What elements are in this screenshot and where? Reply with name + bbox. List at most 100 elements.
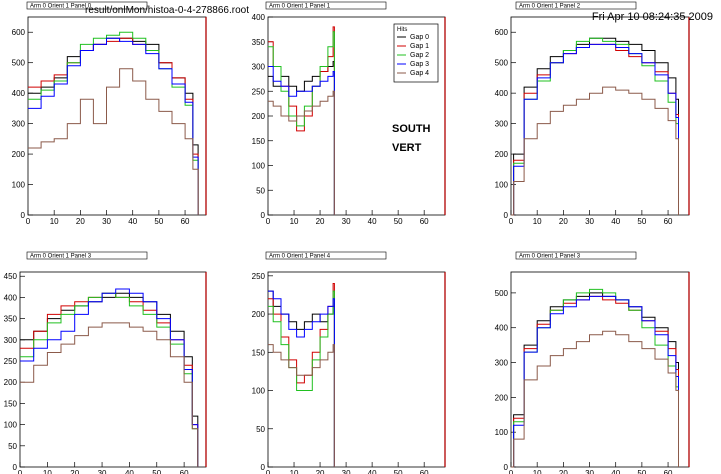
plot-frame <box>267 271 446 468</box>
panel-4: Arm 0 Orient 1 Panel 4 0 50 100 150 200 250 0 10… <box>252 251 446 474</box>
panel-title: Arm 0 Orient 1 Panel 1 <box>269 4 331 10</box>
y-tick-label: 250 <box>252 87 266 96</box>
plot-frame <box>19 271 207 468</box>
y-tick-label: 50 <box>256 425 265 434</box>
x-tick-label: 20 <box>316 469 325 474</box>
y-tick-label: 500 <box>495 59 509 68</box>
series-gap-3 <box>28 37 199 215</box>
y-tick-label: 200 <box>495 393 509 402</box>
series-gap-3 <box>511 295 679 468</box>
x-tick-label: 40 <box>128 217 137 226</box>
x-tick-label: 60 <box>180 469 189 474</box>
x-tick-label: 10 <box>290 217 299 226</box>
legend-entry: Gap 3 <box>410 61 429 68</box>
series-gap-4 <box>28 68 199 215</box>
panel-1: Arm 0 Orient 1 Panel 1050100150200250300… <box>252 1 446 226</box>
panel-5: Arm 0 Orient 1 Panel 3 0 100 200 300 400 500 0 1… <box>495 251 690 474</box>
panel-3: Arm 0 Orient 1 Panel 3050100150200250300… <box>4 251 207 474</box>
plot-frame <box>510 16 690 216</box>
series-gap-2 <box>268 31 335 215</box>
x-tick-label: 0 <box>509 217 514 226</box>
legend-box <box>393 23 439 83</box>
y-tick-label: 0 <box>504 211 509 220</box>
x-tick-label: 0 <box>509 469 514 474</box>
x-tick-label: 60 <box>420 217 429 226</box>
y-tick-label: 0 <box>261 463 266 472</box>
y-tick-label: 50 <box>256 186 265 195</box>
x-tick-label: 10 <box>533 469 542 474</box>
y-tick-label: 500 <box>495 289 509 298</box>
series-gap-4 <box>511 86 679 216</box>
timestamp: Fri Apr 10 08:24:35 2009 <box>591 11 713 23</box>
y-tick-label: 600 <box>12 28 26 37</box>
x-tick-label: 50 <box>154 217 163 226</box>
x-tick-label: 20 <box>559 217 568 226</box>
panel-title-box <box>265 1 387 10</box>
panel-title-box <box>265 251 387 260</box>
x-tick-label: 10 <box>533 217 542 226</box>
series-gap-4 <box>20 322 199 467</box>
y-tick-label: 100 <box>12 181 26 190</box>
y-tick-label: 400 <box>495 324 509 333</box>
y-tick-label: 300 <box>495 120 509 129</box>
panel-title-box <box>515 1 637 10</box>
y-tick-label: 400 <box>12 89 26 98</box>
series-gap-3 <box>511 43 679 216</box>
y-tick-label: 250 <box>4 357 18 366</box>
y-tick-label: 300 <box>12 120 26 129</box>
x-tick-label: 30 <box>102 217 111 226</box>
y-tick-label: 350 <box>4 315 18 324</box>
x-tick-label: 60 <box>181 217 190 226</box>
y-tick-label: 0 <box>21 211 26 220</box>
y-tick-label: 200 <box>495 150 509 159</box>
series-gap-4 <box>268 90 335 215</box>
x-tick-label: 10 <box>290 469 299 474</box>
annotation-south: SOUTH <box>392 123 431 135</box>
y-tick-label: 300 <box>252 63 266 72</box>
x-tick-label: 20 <box>76 217 85 226</box>
x-tick-label: 0 <box>26 217 31 226</box>
y-tick-label: 350 <box>252 38 266 47</box>
file-title: result/onlMon/histoa-0-4-278866.root <box>85 5 249 16</box>
y-tick-label: 500 <box>12 59 26 68</box>
y-tick-label: 100 <box>4 421 18 430</box>
series-gap-2 <box>268 290 335 467</box>
panel-title: Arm 0 Orient 1 Panel 3 <box>30 254 92 260</box>
panel-title-box <box>26 1 148 10</box>
panel-0: Arm 0 Orient 1 Panel 0010020030040050060… <box>12 1 207 226</box>
y-tick-label: 200 <box>252 112 266 121</box>
y-tick-label: 150 <box>4 399 18 408</box>
x-tick-label: 30 <box>342 469 351 474</box>
x-tick-label: 50 <box>637 469 646 474</box>
y-tick-label: 600 <box>495 28 509 37</box>
y-tick-label: 200 <box>12 150 26 159</box>
y-tick-label: 100 <box>495 428 509 437</box>
x-tick-label: 30 <box>585 217 594 226</box>
legend-entry: Gap 1 <box>410 43 429 50</box>
x-tick-label: 60 <box>664 217 673 226</box>
panel-title: Arm 0 Orient 1 Panel 3 <box>519 254 581 260</box>
y-tick-label: 300 <box>4 336 18 345</box>
x-tick-label: 50 <box>394 217 403 226</box>
panel-title-box <box>515 251 637 260</box>
x-tick-label: 20 <box>559 469 568 474</box>
plot-frame <box>510 271 690 468</box>
legend-entry: Gap 4 <box>410 70 429 77</box>
y-tick-label: 400 <box>495 89 509 98</box>
series-gap-4 <box>511 330 679 468</box>
legend-entry: Gap 2 <box>410 52 429 59</box>
x-tick-label: 0 <box>266 217 271 226</box>
y-tick-label: 150 <box>252 348 266 357</box>
y-tick-label: 0 <box>504 463 509 472</box>
legend-entry: Gap 0 <box>410 34 429 41</box>
x-tick-label: 50 <box>637 217 646 226</box>
x-tick-label: 0 <box>266 469 271 474</box>
x-tick-label: 30 <box>98 469 107 474</box>
panel-title: Arm 0 Orient 1 Panel 0 <box>30 4 92 10</box>
y-tick-label: 0 <box>261 211 266 220</box>
y-tick-label: 150 <box>252 137 266 146</box>
annotation-vert: VERT <box>392 142 422 154</box>
x-tick-label: 60 <box>664 469 673 474</box>
x-tick-label: 30 <box>585 469 594 474</box>
